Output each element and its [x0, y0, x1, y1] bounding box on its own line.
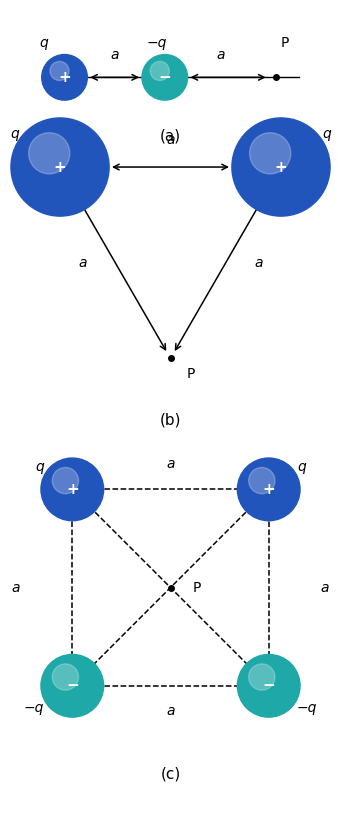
Text: (c): (c) — [160, 766, 181, 781]
Text: a: a — [110, 47, 119, 62]
Text: q: q — [297, 461, 306, 475]
Text: a: a — [217, 47, 225, 62]
Text: −: − — [262, 678, 275, 694]
Text: −: − — [66, 678, 79, 694]
Text: a: a — [166, 704, 175, 718]
Text: a: a — [321, 580, 329, 594]
Text: P: P — [280, 36, 289, 50]
Text: +: + — [262, 482, 275, 497]
Circle shape — [250, 133, 291, 174]
Text: (a): (a) — [160, 129, 181, 144]
Circle shape — [249, 664, 275, 690]
Circle shape — [50, 61, 69, 81]
Circle shape — [237, 654, 300, 717]
Text: −: − — [159, 70, 171, 85]
Text: +: + — [275, 160, 287, 174]
Text: −q: −q — [146, 36, 167, 50]
Text: a: a — [12, 580, 20, 594]
Text: a: a — [78, 256, 87, 269]
Text: q: q — [35, 461, 44, 475]
Text: a: a — [254, 256, 263, 269]
Text: +: + — [54, 160, 66, 174]
Text: +: + — [58, 70, 71, 85]
Circle shape — [237, 458, 300, 521]
Text: a: a — [166, 133, 175, 147]
Circle shape — [11, 118, 109, 217]
Text: q: q — [322, 127, 331, 142]
Circle shape — [42, 55, 87, 100]
Text: (b): (b) — [160, 413, 181, 428]
Circle shape — [52, 467, 78, 494]
Text: −q: −q — [297, 701, 317, 715]
Text: −q: −q — [24, 701, 44, 715]
Circle shape — [52, 664, 78, 690]
Text: +: + — [66, 482, 79, 497]
Text: a: a — [166, 457, 175, 471]
Text: q: q — [40, 36, 48, 50]
Text: P: P — [192, 580, 201, 594]
Text: q: q — [10, 127, 19, 142]
Circle shape — [232, 118, 330, 217]
Circle shape — [29, 133, 70, 174]
Circle shape — [142, 55, 188, 100]
Circle shape — [249, 467, 275, 494]
Text: P: P — [187, 366, 195, 381]
Circle shape — [150, 61, 169, 81]
Circle shape — [41, 654, 104, 717]
Circle shape — [41, 458, 104, 521]
